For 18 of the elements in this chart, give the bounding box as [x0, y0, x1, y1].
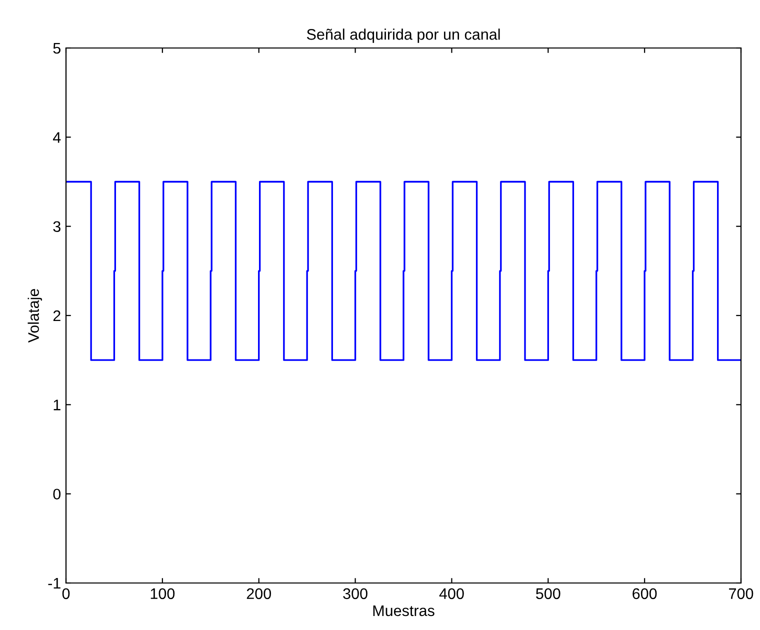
- x-tick-label: 700: [729, 588, 754, 600]
- x-tick-label: 300: [343, 588, 368, 600]
- x-tick-label: 0: [62, 588, 70, 600]
- x-tick-label: 200: [246, 588, 272, 600]
- x-tick-label: 100: [150, 588, 175, 600]
- y-tick-label: 2: [53, 310, 60, 322]
- chart-title: Señal adquirida por un canal: [306, 28, 500, 43]
- x-axis-title: Muestras: [373, 605, 434, 616]
- y-tick-label: 3: [53, 221, 60, 232]
- y-tick-label: 0: [53, 488, 61, 500]
- y-tick-label: 1: [54, 400, 60, 410]
- y-axis-title: Volataje: [28, 288, 42, 343]
- x-tick-label: 400: [439, 588, 464, 600]
- y-tick-label: 5: [53, 43, 60, 54]
- y-tick-label: 4: [52, 132, 61, 143]
- x-tick-label: 600: [632, 588, 657, 600]
- y-tick-label: -1: [48, 578, 60, 589]
- x-tick-label: 500: [536, 588, 560, 600]
